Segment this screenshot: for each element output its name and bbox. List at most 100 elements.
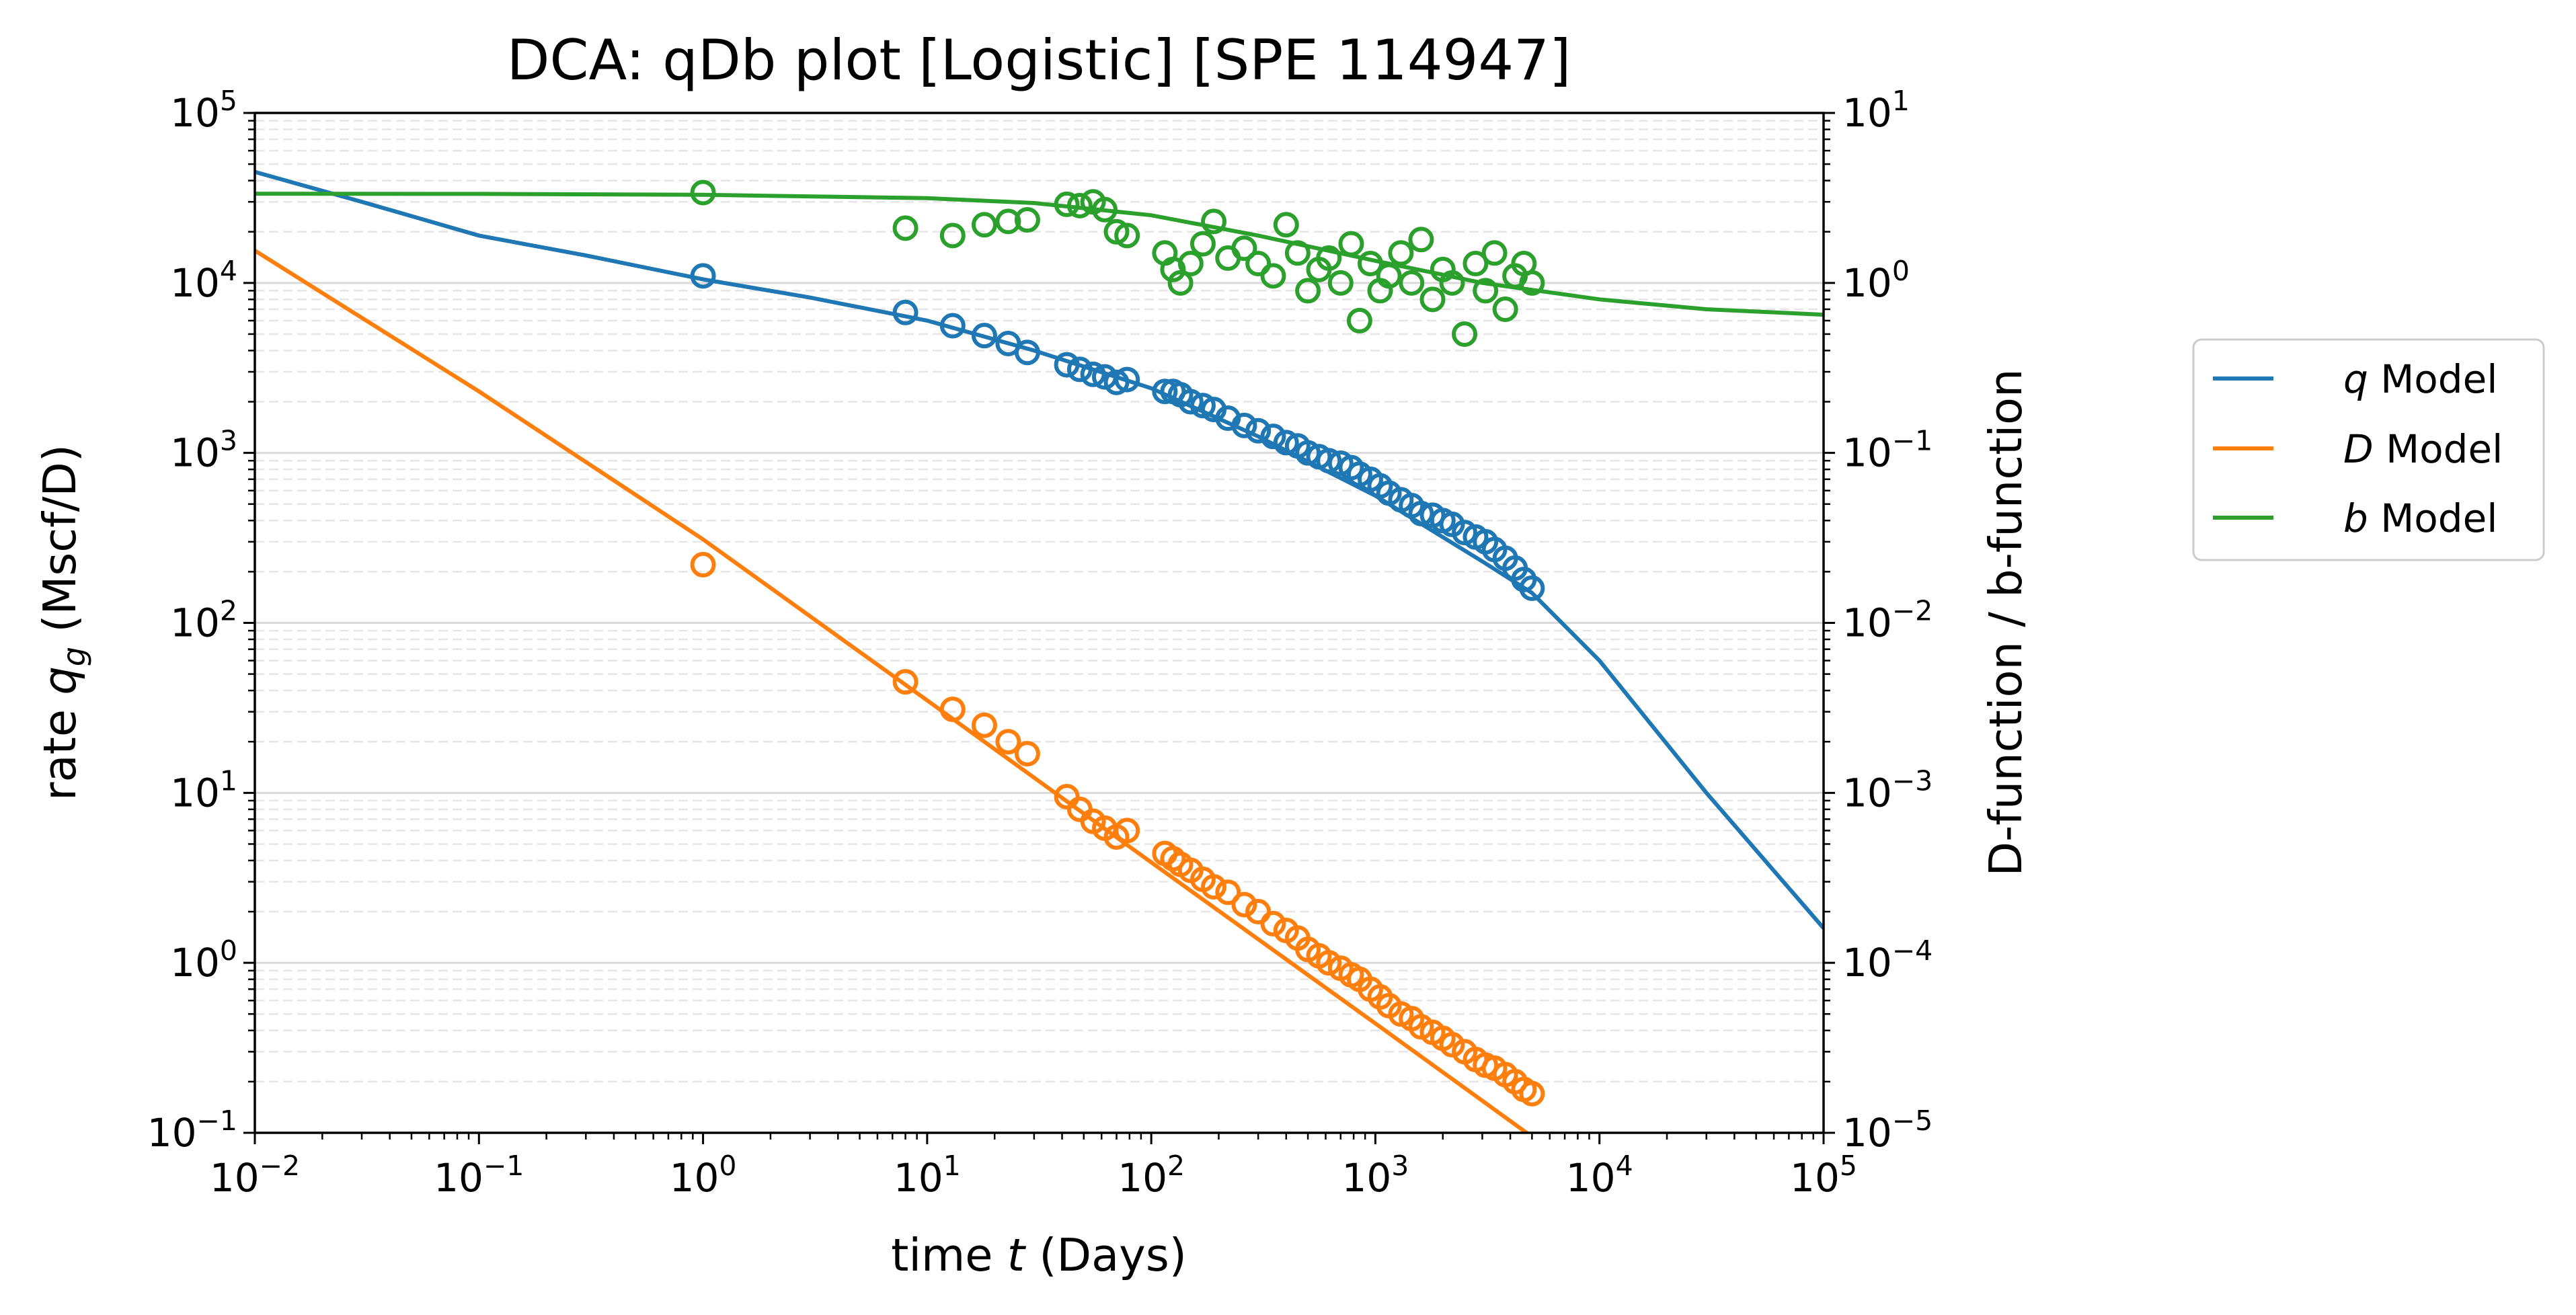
data-point-b <box>1284 240 1311 266</box>
legend-label-d: D Model <box>2343 426 2503 472</box>
y2-tick-label: 10−1 <box>1842 425 1933 476</box>
data-point-b <box>1452 321 1478 347</box>
data-point-d <box>892 669 919 695</box>
data-point-b <box>1231 235 1257 262</box>
y-tick-label: 100 <box>170 934 237 986</box>
data-point-b <box>1439 270 1465 296</box>
data-point-d <box>939 696 966 723</box>
data-point-b <box>1114 223 1140 249</box>
data-point-b <box>1419 286 1446 313</box>
data-point-b <box>1408 227 1434 253</box>
data-point-d <box>995 729 1021 755</box>
data-point-b <box>1358 251 1384 277</box>
x-tick-label: 105 <box>1790 1150 1857 1201</box>
data-point-q <box>1080 361 1106 387</box>
data-point-d <box>1260 910 1286 937</box>
data-point-b <box>995 208 1021 235</box>
data-point-q <box>1245 417 1272 444</box>
data-point-d <box>1519 1080 1545 1107</box>
data-point-q <box>690 263 716 289</box>
data-point-q <box>1152 378 1178 405</box>
data-point-q <box>1103 369 1130 395</box>
x-axis-title: time t (Days) <box>891 1229 1187 1281</box>
data-point-b <box>1316 245 1342 271</box>
data-point-b <box>1462 251 1489 277</box>
legend-box <box>2192 338 2545 561</box>
grid <box>255 120 1824 1083</box>
ticks: 10−2 10−1 100 101 102 103 104 10510−11001011021… <box>147 85 1933 1201</box>
x-tick-label: 10−1 <box>434 1150 524 1201</box>
y2-tick-label: 10−3 <box>1842 764 1933 815</box>
data-point-b <box>1519 270 1545 296</box>
data-point-b <box>1189 231 1216 257</box>
y2-tick-label: 10−2 <box>1842 595 1933 646</box>
model-line-d <box>255 249 1530 1133</box>
data-point-d <box>971 712 997 738</box>
series-layer <box>255 169 1824 1133</box>
y-axis-title: rate qg (Mscf/D) <box>34 444 92 801</box>
data-point-q <box>971 323 997 349</box>
data-point-d <box>1201 874 1227 900</box>
chart-title: DCA: qDb plot [Logistic] [SPE 114947] <box>507 28 1571 93</box>
y2-tick-label: 100 <box>1842 255 1910 306</box>
data-point-q <box>1114 366 1140 393</box>
legend: q Model D Model b Model <box>2192 338 2545 561</box>
data-point-d <box>1054 783 1080 809</box>
data-point-b <box>1388 240 1414 266</box>
data-point-b <box>1492 296 1518 322</box>
data-point-b <box>690 180 716 206</box>
data-point-q <box>1231 412 1257 438</box>
data-point-b <box>1014 207 1040 233</box>
data-point-d <box>690 551 716 577</box>
x-tick-label: 103 <box>1341 1150 1409 1201</box>
data-point-b <box>1054 191 1080 217</box>
x-tick-label: 10−2 <box>210 1150 300 1201</box>
data-point-q <box>1408 500 1434 526</box>
data-point-q <box>1014 340 1040 366</box>
legend-label-b: b Model <box>2343 495 2497 541</box>
x-tick-label: 102 <box>1118 1150 1185 1201</box>
data-point-b <box>1399 270 1425 296</box>
data-point-q <box>1273 430 1299 456</box>
data-point-b <box>1273 212 1299 238</box>
data-point-q <box>1066 356 1093 383</box>
y2-tick-label: 10−4 <box>1842 934 1933 986</box>
y2-tick-label: 101 <box>1842 85 1910 136</box>
data-point-q <box>1519 575 1545 601</box>
y-tick-label: 105 <box>170 85 237 136</box>
data-point-d <box>1114 818 1140 844</box>
data-point-q <box>1260 424 1286 450</box>
y2-axis-title: D-function / b-function <box>1980 368 2032 876</box>
y-tick-label: 103 <box>170 425 237 476</box>
data-point-q <box>1177 389 1204 415</box>
data-point-b <box>1201 208 1227 235</box>
data-point-d <box>1231 891 1257 918</box>
y-tick-label: 10−1 <box>147 1105 237 1156</box>
data-point-b <box>1245 251 1272 277</box>
x-tick-label: 100 <box>670 1150 737 1201</box>
model-line-q <box>255 169 1824 930</box>
data-point-q <box>1316 448 1342 474</box>
data-point-d <box>1014 741 1040 767</box>
data-point-b <box>1167 270 1194 296</box>
data-point-b <box>1376 263 1402 289</box>
data-point-d <box>1439 1031 1465 1058</box>
data-point-b <box>1473 278 1499 304</box>
data-point-b <box>939 223 966 249</box>
data-point-b <box>971 212 997 238</box>
y2-tick-label: 10−5 <box>1842 1105 1933 1156</box>
data-point-d <box>1316 950 1342 976</box>
legend-label-q: q Model <box>2343 356 2497 402</box>
data-point-b <box>892 215 919 241</box>
data-point-d <box>1215 879 1241 906</box>
data-point-b <box>1481 240 1508 266</box>
data-point-b <box>1327 270 1354 296</box>
data-point-b <box>1338 231 1364 257</box>
data-point-b <box>1346 307 1372 333</box>
x-tick-label: 104 <box>1566 1150 1633 1201</box>
data-point-b <box>1066 192 1093 218</box>
data-point-q <box>1295 440 1321 466</box>
data-point-b <box>1177 251 1204 277</box>
